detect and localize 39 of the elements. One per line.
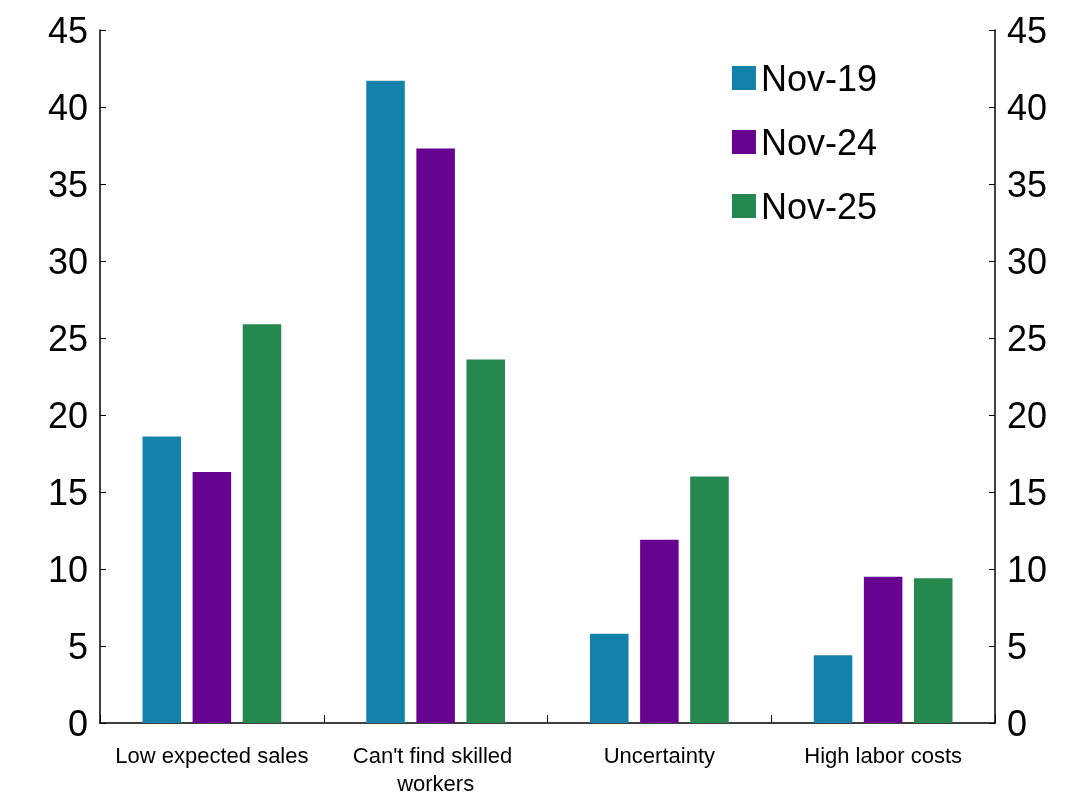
y-tick-label: 20: [47, 394, 88, 436]
bar: [416, 148, 455, 723]
bar: [863, 576, 903, 723]
x-tick-label: High labor costs: [804, 742, 962, 768]
x-tick-label: Low expected sales: [115, 742, 309, 768]
bar: [640, 539, 679, 723]
y2-tick-label: 30: [1007, 240, 1048, 282]
y2-tick-label: 0: [1007, 702, 1028, 744]
bar: [366, 80, 405, 723]
y2-tick-label: 15: [1007, 471, 1048, 513]
y2-tick-label: 10: [1007, 548, 1048, 590]
bar: [142, 436, 182, 723]
bar: [466, 359, 505, 723]
y-tick-label: 30: [47, 240, 88, 282]
bar: [590, 633, 629, 723]
y-tick-label: 15: [47, 471, 88, 513]
y2-tick-label: 40: [1007, 86, 1048, 128]
y2-tick-label: 25: [1007, 317, 1048, 359]
bar: [813, 655, 853, 723]
y-tick-label: 45: [47, 9, 88, 51]
y2-tick-label: 20: [1007, 394, 1048, 436]
legend-label: Nov-25: [760, 185, 878, 227]
x-tick-label: Uncertainty: [603, 742, 716, 768]
x-tick-label: Can't find skilled workers: [352, 742, 519, 796]
y2-tick-label: 45: [1007, 9, 1048, 51]
legend-label: Nov-19: [760, 57, 878, 99]
y-tick-label: 25: [47, 317, 88, 359]
y-tick-label: 10: [47, 548, 88, 590]
legend-label: Nov-24: [760, 121, 878, 163]
bar: [913, 578, 953, 723]
y-tick-label: 40: [47, 86, 88, 128]
y-tick-label: 5: [67, 625, 88, 667]
y-tick-label: 35: [47, 163, 88, 205]
y-tick-label: 0: [67, 702, 88, 744]
y2-tick-label: 5: [1007, 625, 1028, 667]
y2-tick-label: 35: [1007, 163, 1048, 205]
bar: [192, 471, 232, 723]
bar: [690, 476, 729, 723]
bar: [242, 324, 282, 723]
